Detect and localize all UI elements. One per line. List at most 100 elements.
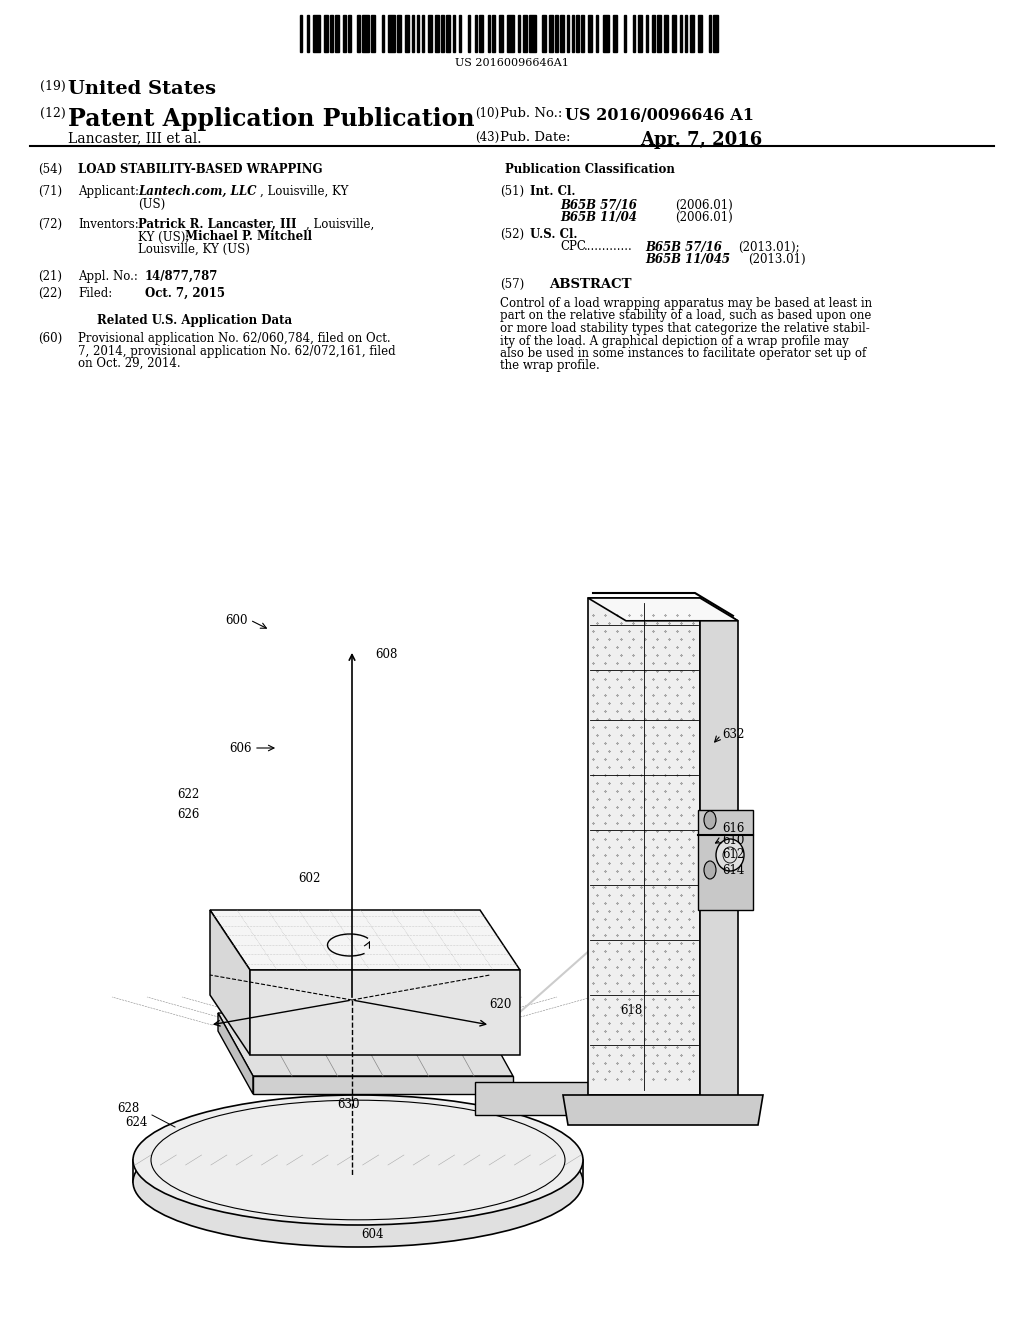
Bar xyxy=(306,15,309,51)
Text: part on the relative stability of a load, such as based upon one: part on the relative stability of a load… xyxy=(500,309,871,322)
Bar xyxy=(459,15,462,51)
Text: Patent Application Publication: Patent Application Publication xyxy=(68,107,474,131)
Polygon shape xyxy=(210,909,250,1055)
Polygon shape xyxy=(210,909,520,970)
Text: Lancaster, III et al.: Lancaster, III et al. xyxy=(68,131,202,145)
Text: (19): (19) xyxy=(40,81,66,92)
Text: (2013.01);: (2013.01); xyxy=(738,240,800,253)
Text: (60): (60) xyxy=(38,333,62,345)
Polygon shape xyxy=(250,970,520,1055)
Text: 614: 614 xyxy=(722,863,744,876)
Bar xyxy=(343,15,346,51)
Bar xyxy=(646,15,648,51)
Bar xyxy=(507,15,514,51)
Ellipse shape xyxy=(716,840,744,871)
Text: Int. Cl.: Int. Cl. xyxy=(530,185,575,198)
Text: (2013.01): (2013.01) xyxy=(748,253,806,267)
Bar xyxy=(518,15,520,51)
Text: Publication Classification: Publication Classification xyxy=(505,162,675,176)
Ellipse shape xyxy=(705,861,716,879)
Text: , Louisville,: , Louisville, xyxy=(306,218,374,231)
Bar xyxy=(499,15,503,51)
Bar xyxy=(371,15,375,51)
Bar xyxy=(543,15,546,51)
Bar xyxy=(330,15,333,51)
Text: Inventors:: Inventors: xyxy=(78,218,138,231)
Text: on Oct. 29, 2014.: on Oct. 29, 2014. xyxy=(78,356,180,370)
Text: B65B 57/16: B65B 57/16 xyxy=(645,240,722,253)
Bar xyxy=(680,15,682,51)
Text: , Louisville, KY: , Louisville, KY xyxy=(260,185,348,198)
Ellipse shape xyxy=(705,810,716,829)
Text: 600: 600 xyxy=(225,614,248,627)
Text: 608: 608 xyxy=(375,648,397,661)
Bar xyxy=(479,15,483,51)
Bar xyxy=(468,15,470,51)
Text: (10): (10) xyxy=(475,107,499,120)
Bar xyxy=(698,15,702,51)
Text: Related U.S. Application Data: Related U.S. Application Data xyxy=(97,314,293,327)
Polygon shape xyxy=(588,598,700,1096)
Bar xyxy=(613,15,617,51)
Text: Louisville, KY (US): Louisville, KY (US) xyxy=(138,243,250,256)
Text: (57): (57) xyxy=(500,279,524,290)
Bar xyxy=(348,15,350,51)
Text: (43): (43) xyxy=(475,131,500,144)
Bar xyxy=(596,15,598,51)
Bar xyxy=(388,15,394,51)
Bar xyxy=(560,15,564,51)
Text: 606: 606 xyxy=(229,742,252,755)
Text: 620: 620 xyxy=(489,998,512,1011)
Text: 628: 628 xyxy=(118,1101,140,1114)
Bar xyxy=(313,15,319,51)
Text: 626: 626 xyxy=(177,808,200,821)
Text: Provisional application No. 62/060,784, filed on Oct.: Provisional application No. 62/060,784, … xyxy=(78,333,390,345)
Bar xyxy=(324,15,328,51)
Text: Michael P. Mitchell: Michael P. Mitchell xyxy=(185,231,312,243)
Bar xyxy=(709,15,711,51)
Bar xyxy=(441,15,443,51)
Bar xyxy=(698,810,753,909)
Bar xyxy=(529,15,536,51)
Bar xyxy=(493,15,495,51)
Text: 618: 618 xyxy=(620,1003,642,1016)
Text: 616: 616 xyxy=(722,821,744,834)
Text: US 2016/0096646 A1: US 2016/0096646 A1 xyxy=(565,107,754,124)
Text: US 20160096646A1: US 20160096646A1 xyxy=(455,58,569,69)
Bar xyxy=(602,15,609,51)
Text: Patrick R. Lancaster, III: Patrick R. Lancaster, III xyxy=(138,218,297,231)
Text: United States: United States xyxy=(68,81,216,98)
Text: LOAD STABILITY-BASED WRAPPING: LOAD STABILITY-BASED WRAPPING xyxy=(78,162,323,176)
Text: 602: 602 xyxy=(298,871,321,884)
Polygon shape xyxy=(700,598,738,1118)
Text: 14/877,787: 14/877,787 xyxy=(145,271,218,282)
Bar xyxy=(361,15,369,51)
Text: 7, 2014, provisional application No. 62/072,161, filed: 7, 2014, provisional application No. 62/… xyxy=(78,345,395,358)
Text: U.S. Cl.: U.S. Cl. xyxy=(530,228,578,242)
Bar xyxy=(664,15,668,51)
Bar xyxy=(582,15,584,51)
Text: 624: 624 xyxy=(126,1117,148,1130)
Bar xyxy=(555,15,558,51)
Bar xyxy=(672,15,676,51)
Text: Pub. No.:: Pub. No.: xyxy=(500,107,562,120)
Bar xyxy=(335,15,339,51)
Text: (54): (54) xyxy=(38,162,62,176)
Text: (2006.01): (2006.01) xyxy=(675,198,733,211)
Bar xyxy=(357,15,359,51)
Text: Lantech.com, LLC: Lantech.com, LLC xyxy=(138,185,256,198)
Bar xyxy=(571,15,574,51)
Text: Control of a load wrapping apparatus may be based at least in: Control of a load wrapping apparatus may… xyxy=(500,297,872,310)
Text: 612: 612 xyxy=(722,849,744,862)
Bar xyxy=(624,15,627,51)
Text: the wrap profile.: the wrap profile. xyxy=(500,359,600,372)
Text: Filed:: Filed: xyxy=(78,286,113,300)
Text: ABSTRACT: ABSTRACT xyxy=(549,279,631,290)
Polygon shape xyxy=(253,1076,513,1094)
Bar xyxy=(406,15,410,51)
Bar xyxy=(633,15,635,51)
Text: Apr. 7, 2016: Apr. 7, 2016 xyxy=(640,131,762,149)
Ellipse shape xyxy=(133,1117,583,1247)
Text: Oct. 7, 2015: Oct. 7, 2015 xyxy=(145,286,225,300)
Polygon shape xyxy=(588,598,738,620)
